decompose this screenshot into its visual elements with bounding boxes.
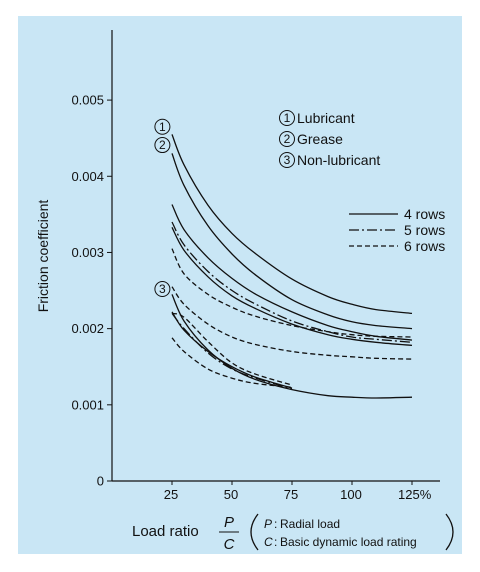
curve-solid-2 [171,226,413,347]
condition-marker-circle [279,131,295,147]
y-tick-label: 0.001 [71,397,104,412]
style-label: 6 rows [404,238,445,254]
curve-marker-circle [154,281,171,298]
curve-solid-3 [171,311,293,389]
condition-label: Grease [297,131,343,147]
x-tick-label: 50 [224,487,238,502]
y-tick-label: 0.005 [71,93,104,108]
y-tick-label: 0.002 [71,321,104,336]
curve-solid-1 [171,204,413,341]
note-p-text: Radial load [280,517,340,531]
x-tick-label: 125% [398,487,432,502]
style-label: 5 rows [404,222,445,238]
y-axis-label: Friction coefficient [35,200,51,313]
curve-marker-circle [154,137,171,154]
fraction-denominator: C [224,536,235,553]
note-p-sep: : [274,517,277,531]
curve-marker-circle [154,118,171,135]
curve-solid-2 [171,153,413,330]
curve-markers: 1 2 3 [154,118,171,298]
paren-right [445,513,454,551]
curve-dashdot-3 [171,312,293,390]
curve-marker-label: 3 [159,282,166,296]
curve-marker-label: 1 [159,120,166,134]
curve-dashed-3 [171,312,293,386]
y-tick-label: 0.003 [71,245,104,260]
curve-dashdot-1 [171,221,413,343]
y-tick-label: 0 [97,474,104,489]
note-c-sep: : [274,535,277,549]
condition-marker-circle [279,152,295,168]
condition-marker-label: 1 [284,111,291,125]
x-ticks: 25 50 75 100 125% [164,481,432,502]
note-p-symbol: P [264,517,272,531]
x-tick-label: 25 [164,487,178,502]
condition-label: Lubricant [297,110,355,126]
condition-marker-circle [279,110,295,126]
x-tick-label: 75 [284,487,298,502]
note-c-symbol: C [264,535,273,549]
x-axis-label: Load ratio [132,523,199,540]
fraction-numerator: P [224,514,234,531]
condition-label: Non-lubricant [297,152,380,168]
curve-marker-label: 2 [159,138,166,152]
curve-dashed-1 [171,248,413,338]
style-label: 4 rows [404,206,445,222]
paren-left [250,513,259,551]
condition-legend: 1 Lubricant 2 Grease 3 Non-lubricant [279,110,380,168]
condition-marker-label: 3 [284,153,291,167]
condition-marker-label: 2 [284,132,291,146]
x-axis-label-group: Load ratio P C P : Radial load C : Basic… [132,513,454,553]
curve-solid-1 [171,134,413,315]
y-ticks: 0 0.001 0.002 0.003 0.004 0.005 [71,93,112,489]
curves [171,134,413,399]
x-tick-label: 100 [340,487,362,502]
note-c-text: Basic dynamic load rating [280,535,417,549]
y-tick-label: 0.004 [71,169,104,184]
curve-dashed-3 [171,337,293,388]
axes [111,30,440,482]
curve-dashed-2 [171,286,413,360]
